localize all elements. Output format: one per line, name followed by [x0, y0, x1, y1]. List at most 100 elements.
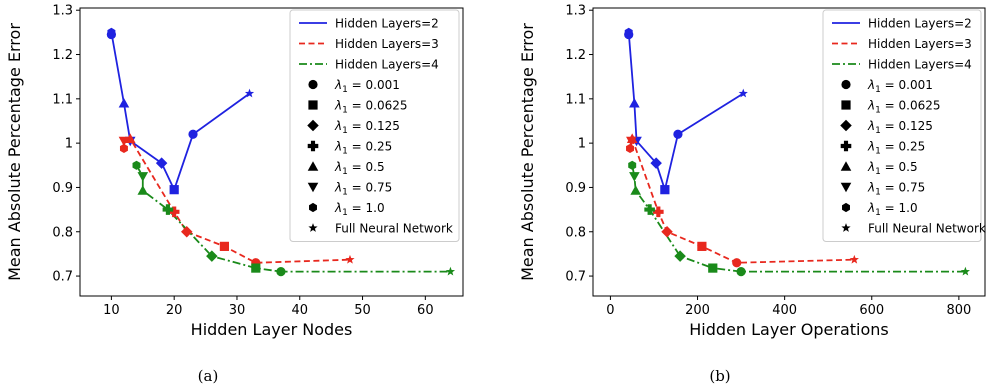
legend-marker-plus [840, 140, 852, 152]
lambda-subscript: 1 [875, 188, 881, 198]
x-tick-label: 400 [772, 303, 797, 318]
x-tick-label: 30 [229, 303, 246, 318]
lambda-subscript: 1 [342, 126, 348, 136]
data-point-s1-star [738, 88, 748, 98]
x-axis-label: Hidden Layer Nodes [191, 320, 353, 339]
y-tick-label: 0.8 [52, 225, 73, 240]
data-point-s1-square [660, 185, 670, 195]
legend-label: λ1 = 0.0625 [334, 99, 408, 116]
legend-box [289, 9, 460, 242]
x-tick-label: 800 [946, 303, 971, 318]
legend-label: Hidden Layers=2 [335, 17, 439, 31]
x-tick-label: 10 [103, 303, 120, 318]
plot-frame [592, 7, 986, 297]
data-point-s2-star [849, 254, 859, 264]
legend-label: λ1 = 0.001 [334, 78, 400, 95]
legend: Hidden Layers=2 Hidden Layers=3 Hidden Lay… [822, 9, 986, 242]
legend-marker-triangle-down [840, 182, 852, 193]
legend-label: λ1 = 0.75 [334, 181, 392, 198]
x-tick-label: 600 [859, 303, 884, 318]
legend-label: λ1 = 0.5 [867, 160, 918, 177]
lambda-value: = 0.75 [881, 181, 925, 195]
lambda-subscript: 1 [342, 188, 348, 198]
lambda-symbol: λ [334, 201, 342, 215]
lambda-value: = 0.0625 [348, 99, 408, 113]
lambda-symbol: λ [867, 99, 875, 113]
lambda-value: = 1.0 [881, 201, 918, 215]
data-point-s3-star [445, 266, 456, 276]
data-point-s3-diamond [674, 250, 686, 262]
legend-marker-triangle-up [840, 161, 852, 171]
subfigure-caption: (a) [198, 367, 219, 385]
lambda-symbol: λ [867, 160, 875, 174]
data-point-s2-triangle-down [118, 136, 130, 147]
lambda-value: = 0.001 [881, 78, 933, 92]
series-line-2 [123, 137, 351, 264]
legend-box [822, 9, 982, 242]
lambda-subscript: 1 [342, 208, 348, 218]
data-point-s1-hexagon [624, 27, 633, 37]
legend-label: λ1 = 0.0625 [867, 99, 941, 116]
legend-label: λ1 = 1.0 [867, 201, 918, 218]
lambda-value: = 0.5 [348, 160, 385, 174]
legend-marker-hexagon [309, 202, 317, 213]
legend-marker-circle [308, 79, 318, 90]
data-point-s1-square [169, 185, 179, 195]
data-point-s1-triangle-up [629, 97, 640, 108]
data-point-s3-circle [736, 267, 746, 277]
legend-label: λ1 = 1.0 [334, 201, 385, 218]
legend-label: λ1 = 0.75 [867, 181, 925, 198]
lambda-value: = 1.0 [348, 201, 385, 215]
data-point-s3-triangle-down [629, 172, 640, 182]
data-point-s2-circle [732, 258, 742, 268]
data-point-s2-hexagon [626, 143, 635, 154]
data-point-s3-plus [644, 204, 655, 215]
data-point-s1-circle [673, 129, 683, 139]
legend-marker-triangle-down [307, 182, 319, 193]
y-tick-label: 0.7 [565, 270, 586, 285]
x-tick-label: 20 [166, 303, 183, 318]
legend-marker-diamond [840, 119, 852, 132]
legend-marker-plus [307, 140, 319, 152]
data-point-s2-square [697, 241, 707, 251]
data-point-s2-hexagon [119, 143, 128, 154]
x-tick-label: 200 [685, 303, 710, 318]
data-point-s1-star [244, 88, 255, 98]
y-axis-label: Mean Absolute Percentage Error [518, 23, 537, 281]
legend-label: Hidden Layers=4 [335, 58, 439, 72]
plot-frame [79, 7, 464, 297]
x-axis-label: Hidden Layer Operations [689, 320, 889, 339]
y-axis-label: Mean Absolute Percentage Error [5, 23, 24, 281]
data-point-s3-triangle-down [137, 172, 149, 182]
data-point-s2-plus [653, 206, 664, 218]
legend-label: λ1 = 0.25 [867, 140, 925, 157]
lambda-symbol: λ [334, 140, 342, 154]
legend-label: λ1 = 0.001 [867, 78, 933, 95]
legend-label: Hidden Layers=3 [335, 37, 439, 51]
data-point-s1-triangle-up [118, 97, 130, 108]
lambda-subscript: 1 [342, 147, 348, 157]
legend-marker-square [841, 100, 851, 110]
data-point-s3-hexagon [628, 160, 637, 170]
legend-label: Hidden Layers=3 [868, 37, 972, 51]
chart-panel-1: 10 20 30 40 50 60 0.7 0.8 0.9 1 1.1 1.2 1.3 Hidden La… [5, 4, 464, 385]
y-tick-label: 0.8 [565, 225, 586, 240]
lambda-subscript: 1 [875, 167, 881, 177]
legend-marker-hexagon [842, 202, 850, 213]
series-line-1 [110, 31, 251, 191]
y-tick-label: 0.7 [52, 270, 73, 285]
legend-label: Hidden Layers=4 [868, 58, 972, 72]
lambda-subscript: 1 [875, 208, 881, 218]
y-tick-label: 1.3 [52, 4, 73, 19]
legend-marker-square [308, 100, 318, 110]
lambda-symbol: λ [867, 140, 875, 154]
data-point-s3-triangle-up [630, 185, 641, 195]
data-point-s3-plus [162, 204, 174, 215]
y-tick-label: 1.2 [565, 48, 586, 63]
chart-panel-2: 0 200 400 600 800 0.7 0.8 0.9 1 1.1 1.2 1.3 Hidden L… [518, 4, 986, 385]
y-tick-label: 1 [578, 137, 586, 152]
data-point-s2-diamond [180, 226, 193, 238]
y-tick-label: 1.3 [565, 4, 586, 19]
lambda-symbol: λ [334, 99, 342, 113]
lambda-symbol: λ [334, 160, 342, 174]
